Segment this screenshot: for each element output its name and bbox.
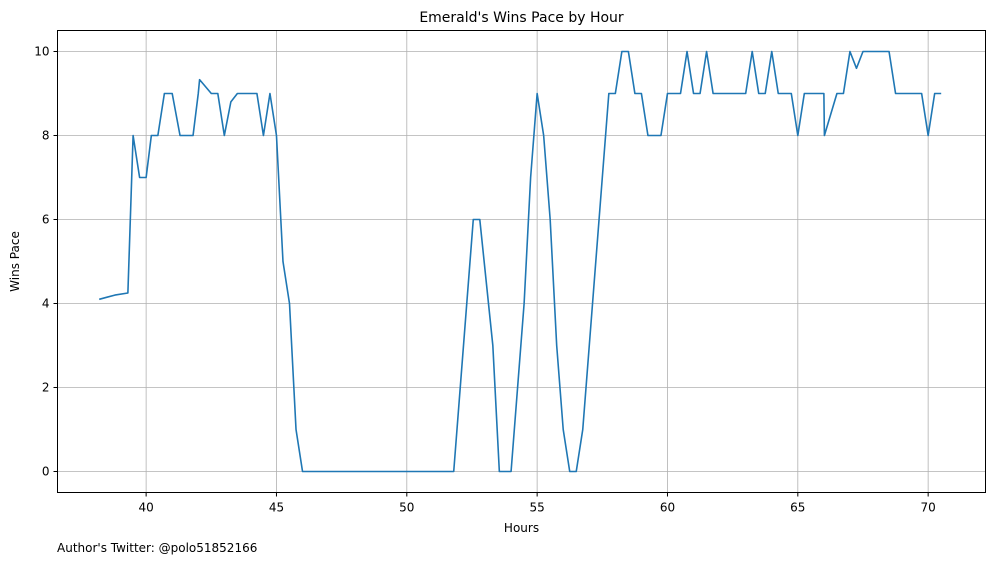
y-tick-label: 0: [42, 465, 50, 479]
x-tick-label: 65: [790, 501, 805, 515]
chart-title: Emerald's Wins Pace by Hour: [419, 10, 624, 26]
author-footnote: Author's Twitter: @polo51852166: [57, 541, 257, 555]
y-tick-label: 8: [42, 129, 50, 143]
grid-lines: [57, 30, 986, 493]
y-tick-label: 10: [34, 45, 49, 59]
x-tick-label: 40: [138, 501, 153, 515]
x-tick-label: 45: [269, 501, 284, 515]
y-tick-label: 2: [42, 381, 50, 395]
series-line: [99, 50, 942, 473]
y-axis-label: Wins Pace: [8, 231, 22, 292]
y-tick-label: 6: [42, 213, 50, 227]
series-layer: [99, 50, 942, 473]
x-tick-label: 60: [660, 501, 675, 515]
plot-frame: [57, 30, 986, 493]
y-tick-label: 4: [42, 297, 50, 311]
x-axis-label: Hours: [504, 521, 539, 535]
x-tick-label: 50: [399, 501, 414, 515]
x-tick-label: 70: [921, 501, 936, 515]
axis-ticks: 40 45 50 55 60 65 70 0 2 4 6 8 10: [34, 45, 936, 515]
x-tick-label: 55: [529, 501, 544, 515]
